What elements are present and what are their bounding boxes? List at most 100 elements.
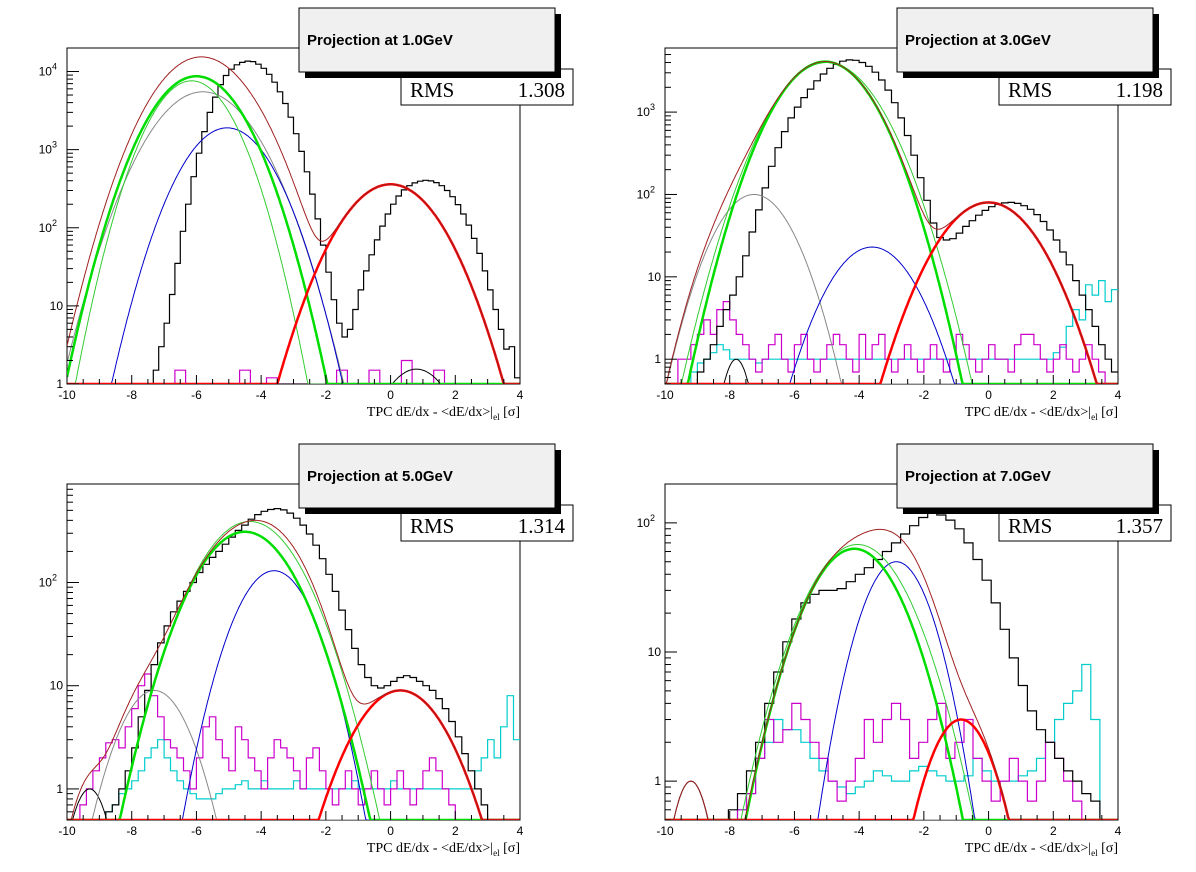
title-box-bg: [896, 7, 1154, 73]
series-total-curve: [67, 56, 520, 384]
series-data-hist: [665, 512, 1118, 820]
chart-title: Projection at 7.0GeV: [905, 468, 1051, 485]
chart-svg: -10 -8 -6 -4 -2 0 2 4 1 10 102 TPC dE/dx - <dE/dx>|…: [39, 443, 574, 858]
x-tick-label: 2: [1050, 824, 1057, 838]
series-kaon-curve: [665, 246, 1118, 384]
chart-panel-7gev: -10 -8 -6 -4 -2 0 2 4 1 10 102 TPC dE/dx - <dE/dx>|…: [598, 436, 1196, 872]
x-axis: -10 -8 -6 -4 -2 0 2 4: [656, 811, 1122, 838]
series-magenta-hist: [665, 301, 1118, 384]
rms-value: 1.308: [518, 78, 565, 102]
x-tick-label: 4: [517, 388, 524, 402]
x-tick-label: -2: [321, 388, 332, 402]
x-axis: -10 -8 -6 -4 -2 0 2 4: [58, 811, 524, 838]
x-tick-label: -8: [724, 824, 735, 838]
y-tick-label: 104: [39, 62, 57, 79]
x-axis-label: TPC dE/dx - <dE/dx>|el [σ]: [965, 841, 1118, 858]
x-tick-label: -2: [919, 824, 930, 838]
x-tick-label: -4: [256, 824, 267, 838]
rms-value: 1.357: [1116, 514, 1163, 538]
rms-value: 1.198: [1116, 78, 1163, 102]
x-tick-label: -2: [919, 388, 930, 402]
title-box: Projection at 5.0GeV: [298, 443, 561, 514]
series-kaon-curve: [665, 561, 1118, 820]
x-axis-label: TPC dE/dx - <dE/dx>|el [σ]: [965, 405, 1118, 422]
y-tick-label: 1: [56, 782, 63, 796]
series-total-curve: [665, 61, 1118, 384]
y-tick-label: 1: [56, 377, 63, 391]
series-pion-curve: [67, 530, 520, 820]
chart-title: Projection at 1.0GeV: [307, 32, 453, 49]
y-tick-label: 103: [39, 140, 57, 157]
x-tick-label: 0: [985, 824, 992, 838]
x-tick-label: 2: [1050, 388, 1057, 402]
chart-svg: -10 -8 -6 -4 -2 0 2 4 1 10 102 103 104 TPC dE/dx - <d…: [39, 7, 574, 422]
rms-label: RMS: [1008, 78, 1052, 102]
chart-title: Projection at 3.0GeV: [905, 32, 1051, 49]
y-tick-label: 102: [39, 218, 57, 235]
title-box-bg: [298, 7, 556, 73]
x-tick-label: -6: [191, 388, 202, 402]
series-data-hist: [67, 508, 520, 820]
chart-svg: -10 -8 -6 -4 -2 0 2 4 1 10 102 TPC dE/dx - <dE/dx>|…: [637, 443, 1172, 858]
x-tick-label: -8: [724, 388, 735, 402]
y-tick-label: 102: [39, 572, 57, 589]
x-tick-label: 4: [1115, 824, 1122, 838]
x-tick-label: 0: [985, 388, 992, 402]
x-tick-label: 2: [452, 824, 459, 838]
plot-area: [67, 508, 520, 820]
plot-area: [67, 56, 520, 384]
y-tick-label: 1: [654, 352, 661, 366]
series-pion-curve: [665, 60, 1118, 384]
x-axis: -10 -8 -6 -4 -2 0 2 4: [58, 375, 524, 402]
series-pion-thin-curve: [67, 521, 520, 820]
y-tick-label: 10: [50, 299, 64, 313]
plot-area: [665, 512, 1118, 820]
series-magenta-hist: [67, 673, 520, 820]
rms-label: RMS: [410, 78, 454, 102]
rms-label: RMS: [1008, 514, 1052, 538]
x-axis: -10 -8 -6 -4 -2 0 2 4: [656, 375, 1122, 402]
x-tick-label: -6: [789, 824, 800, 838]
chart-svg: -10 -8 -6 -4 -2 0 2 4 1 10 102 103 TPC dE/dx - <dE/d…: [637, 7, 1172, 422]
series-proton-curve: [67, 91, 520, 384]
chart-panel-1gev: -10 -8 -6 -4 -2 0 2 4 1 10 102 103 104 TPC dE/dx - <d…: [0, 0, 598, 436]
x-tick-label: -8: [126, 824, 137, 838]
title-box: Projection at 3.0GeV: [896, 7, 1159, 78]
x-tick-label: -4: [854, 388, 865, 402]
series-data-hist: [665, 59, 1118, 384]
x-axis-label: TPC dE/dx - <dE/dx>|el [σ]: [367, 405, 520, 422]
x-tick-label: -2: [321, 824, 332, 838]
x-tick-label: 0: [387, 388, 394, 402]
x-tick-label: 2: [452, 388, 459, 402]
series-proton-curve: [665, 194, 1118, 384]
x-tick-label: -10: [656, 824, 674, 838]
chart-panel-5gev: -10 -8 -6 -4 -2 0 2 4 1 10 102 TPC dE/dx - <dE/dx>|…: [0, 436, 598, 872]
series-magenta-hist: [665, 702, 1118, 820]
title-box-bg: [298, 443, 556, 509]
series-electron-curve: [67, 183, 520, 384]
y-axis: 1 10 102 103: [637, 47, 677, 385]
series-cyan-hist: [665, 280, 1118, 384]
y-tick-label: 10: [648, 270, 662, 284]
y-tick-label: 1: [654, 774, 661, 788]
y-tick-label: 102: [637, 513, 655, 530]
plot-area: [665, 59, 1118, 384]
x-tick-label: -6: [789, 388, 800, 402]
x-axis-label: TPC dE/dx - <dE/dx>|el [σ]: [367, 841, 520, 858]
chart-panel-3gev: -10 -8 -6 -4 -2 0 2 4 1 10 102 103 TPC dE/dx - <dE/d…: [598, 0, 1196, 436]
title-box: Projection at 7.0GeV: [896, 443, 1159, 514]
series-proton-curve: [67, 689, 520, 820]
x-tick-label: -4: [256, 388, 267, 402]
title-box-bg: [896, 443, 1154, 509]
series-electron-curve: [665, 718, 1118, 820]
series-deuteron-curve: [665, 780, 1118, 820]
y-axis: 1 10 102: [637, 483, 677, 821]
series-pion-thin-curve: [665, 544, 1118, 820]
y-tick-label: 10: [648, 645, 662, 659]
series-data-hist: [67, 60, 520, 384]
y-tick-label: 10: [50, 679, 64, 693]
series-deuteron-curve: [665, 358, 1118, 384]
chart-title: Projection at 5.0GeV: [307, 468, 453, 485]
x-tick-label: -6: [191, 824, 202, 838]
x-tick-label: 4: [517, 824, 524, 838]
